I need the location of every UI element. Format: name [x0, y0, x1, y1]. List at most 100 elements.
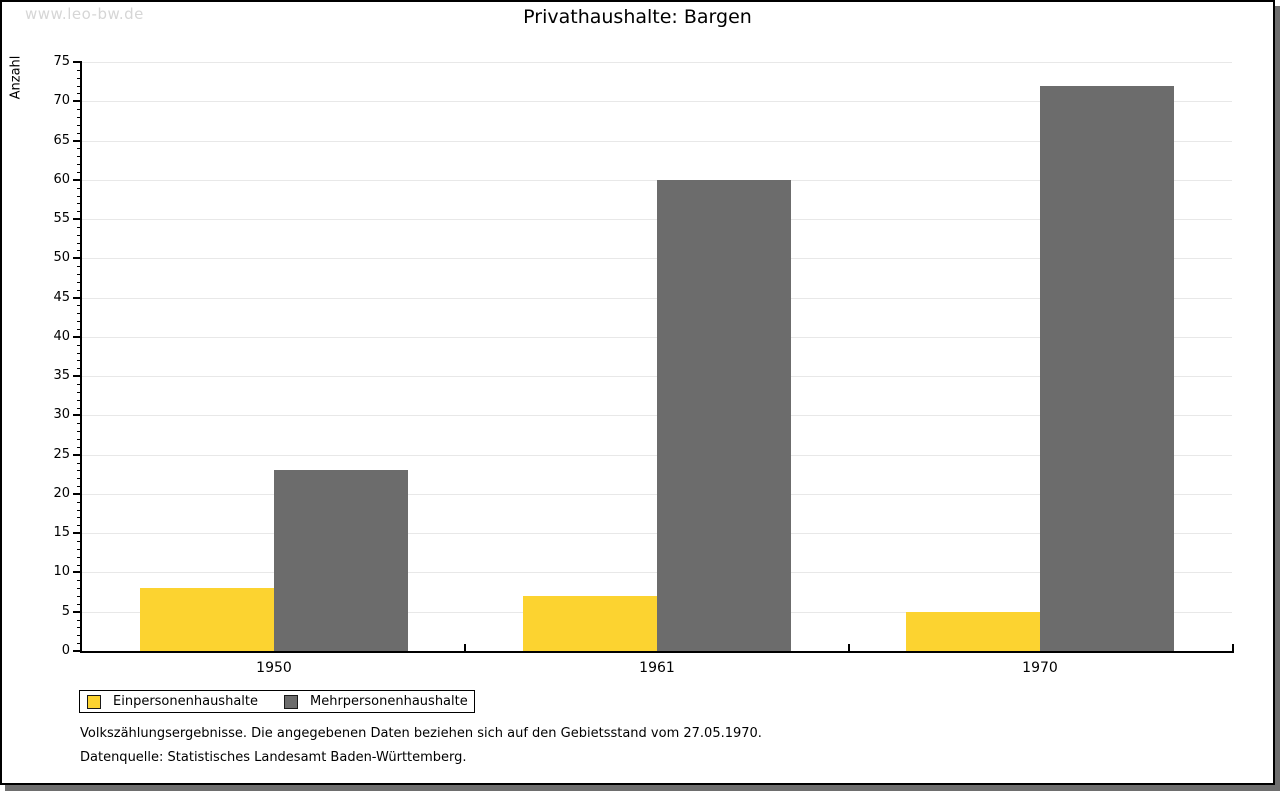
y-minor-tick: [77, 156, 82, 157]
y-minor-tick: [77, 282, 82, 283]
y-tick-label: 45: [53, 290, 70, 305]
y-major-tick: [73, 140, 82, 142]
y-major-tick: [73, 100, 82, 102]
y-minor-tick: [77, 604, 82, 605]
y-minor-tick: [77, 172, 82, 173]
y-minor-tick: [77, 266, 82, 267]
y-minor-tick: [77, 86, 82, 87]
y-minor-tick: [77, 313, 82, 314]
y-minor-tick: [77, 580, 82, 581]
y-major-tick: [73, 414, 82, 416]
y-minor-tick: [77, 423, 82, 424]
chart-title: Privathaushalte: Bargen: [523, 6, 752, 28]
grid-line: [82, 101, 1232, 102]
legend-item-einpersonenhaushalte: Einpersonenhaushalte: [87, 694, 258, 709]
x-axis-label: 1961: [639, 660, 675, 676]
y-minor-tick: [77, 70, 82, 71]
y-tick-label: 75: [53, 54, 70, 69]
y-major-tick: [73, 61, 82, 63]
y-minor-tick: [77, 620, 82, 621]
y-minor-tick: [77, 353, 82, 354]
y-minor-tick: [77, 109, 82, 110]
y-minor-tick: [77, 384, 82, 385]
y-tick-label: 25: [53, 447, 70, 462]
bar-einpersonenhaushalte-1961: [523, 596, 657, 651]
y-minor-tick: [77, 360, 82, 361]
legend: Einpersonenhaushalte Mehrpersonenhaushal…: [79, 690, 475, 713]
y-minor-tick: [77, 125, 82, 126]
y-minor-tick: [77, 117, 82, 118]
legend-item-mehrpersonenhaushalte: Mehrpersonenhaushalte: [284, 694, 468, 709]
x-boundary-tick: [848, 644, 850, 651]
y-minor-tick: [77, 164, 82, 165]
legend-swatch-yellow: [87, 694, 101, 709]
y-minor-tick: [77, 250, 82, 251]
y-major-tick: [73, 454, 82, 456]
y-minor-tick: [77, 227, 82, 228]
x-boundary-tick: [464, 644, 466, 651]
bar-einpersonenhaushalte-1970: [906, 612, 1040, 651]
y-minor-tick: [77, 78, 82, 79]
y-minor-tick: [77, 525, 82, 526]
y-tick-label: 40: [53, 329, 70, 344]
bar-mehrpersonenhaushalte-1961: [657, 180, 791, 651]
y-tick-label: 50: [53, 250, 70, 265]
y-minor-tick: [77, 486, 82, 487]
y-minor-tick: [77, 463, 82, 464]
y-major-tick: [73, 532, 82, 534]
y-minor-tick: [77, 431, 82, 432]
y-minor-tick: [77, 510, 82, 511]
x-axis-label: 1950: [256, 660, 292, 676]
y-minor-tick: [77, 148, 82, 149]
y-minor-tick: [77, 305, 82, 306]
watermark-link: www.leo-bw.de: [25, 5, 144, 23]
y-minor-tick: [77, 345, 82, 346]
y-minor-tick: [77, 329, 82, 330]
y-minor-tick: [77, 290, 82, 291]
y-tick-label: 10: [53, 564, 70, 579]
y-minor-tick: [77, 557, 82, 558]
y-tick-label: 0: [61, 643, 70, 658]
y-tick-label: 35: [53, 368, 70, 383]
y-major-tick: [73, 571, 82, 573]
y-major-tick: [73, 297, 82, 299]
y-minor-tick: [77, 635, 82, 636]
y-minor-tick: [77, 368, 82, 369]
y-minor-tick: [77, 627, 82, 628]
y-minor-tick: [77, 470, 82, 471]
y-major-tick: [73, 179, 82, 181]
y-axis-line: [80, 62, 82, 653]
y-tick-label: 5: [61, 604, 70, 619]
y-major-tick: [73, 493, 82, 495]
y-minor-tick: [77, 643, 82, 644]
legend-label: Mehrpersonenhaushalte: [310, 694, 468, 709]
y-tick-label: 15: [53, 525, 70, 540]
y-major-tick: [73, 257, 82, 259]
y-major-tick: [73, 611, 82, 613]
y-minor-tick: [77, 274, 82, 275]
grid-line: [82, 62, 1232, 63]
bar-mehrpersonenhaushalte-1970: [1040, 86, 1174, 651]
y-tick-label: 60: [53, 172, 70, 187]
y-minor-tick: [77, 133, 82, 134]
y-minor-tick: [77, 517, 82, 518]
y-minor-tick: [77, 321, 82, 322]
y-minor-tick: [77, 408, 82, 409]
y-minor-tick: [77, 400, 82, 401]
y-minor-tick: [77, 188, 82, 189]
x-axis-label: 1970: [1022, 660, 1058, 676]
footnote-datasource: Datenquelle: Statistisches Landesamt Bad…: [80, 750, 467, 765]
y-minor-tick: [77, 93, 82, 94]
y-tick-label: 70: [53, 93, 70, 108]
y-tick-label: 20: [53, 486, 70, 501]
y-minor-tick: [77, 565, 82, 566]
y-major-tick: [73, 375, 82, 377]
bar-einpersonenhaushalte-1950: [140, 588, 274, 651]
y-minor-tick: [77, 549, 82, 550]
y-minor-tick: [77, 439, 82, 440]
grid-line: [82, 141, 1232, 142]
x-boundary-tick: [1232, 644, 1234, 651]
y-minor-tick: [77, 502, 82, 503]
bar-mehrpersonenhaushalte-1950: [274, 470, 408, 651]
